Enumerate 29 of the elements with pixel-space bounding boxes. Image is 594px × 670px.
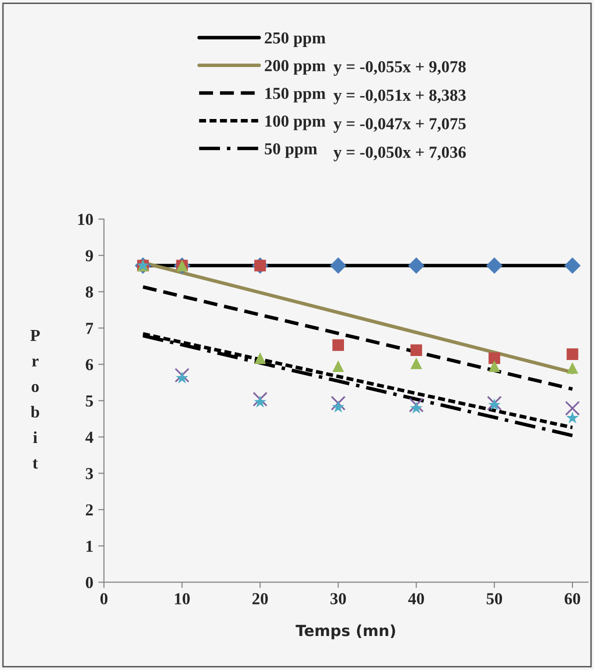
y-tick-label: 3 — [86, 468, 93, 480]
legend-label: 50 ppm — [264, 143, 318, 158]
y-tick-label: 0 — [86, 576, 93, 588]
y-tick-label: 1 — [86, 540, 93, 552]
text: y = -0,055x + 9,078 — [334, 61, 466, 76]
x-tick-label: 50 — [486, 593, 502, 604]
y-tick-label: 4 — [85, 432, 94, 443]
x-tick-label: 40 — [408, 593, 424, 604]
x-tick-label: 20 — [252, 593, 268, 604]
y-tick-label: 5 — [86, 396, 93, 407]
x-tick-label: 60 — [564, 593, 580, 604]
x-tick-label: 0 — [100, 593, 108, 604]
legend-label: 100 ppm — [265, 115, 326, 130]
y-tick-label: 7 — [86, 322, 94, 334]
x-axis-title: Temps (mn) — [296, 624, 396, 640]
y-axis-title: Probit — [30, 330, 40, 469]
legend-label: 200 ppm — [264, 60, 326, 75]
y-tick-label: 10 — [78, 214, 93, 226]
text: y = -0,051x + 8,383 — [334, 90, 466, 104]
text: y = -0,050x + 7,036 — [334, 146, 466, 162]
legend-label: 150 ppm — [265, 88, 326, 102]
y-tick-label: 9 — [86, 250, 93, 262]
legend-label: 250 ppm — [264, 32, 326, 47]
y-tick-label: 6 — [86, 359, 94, 370]
text: y = -0,047x + 7,075 — [334, 118, 466, 133]
x-tick-label: 30 — [330, 593, 346, 604]
x-tick-label: 10 — [175, 593, 190, 604]
y-tick-label: 2 — [86, 504, 93, 516]
y-tick-label: 8 — [86, 286, 93, 298]
